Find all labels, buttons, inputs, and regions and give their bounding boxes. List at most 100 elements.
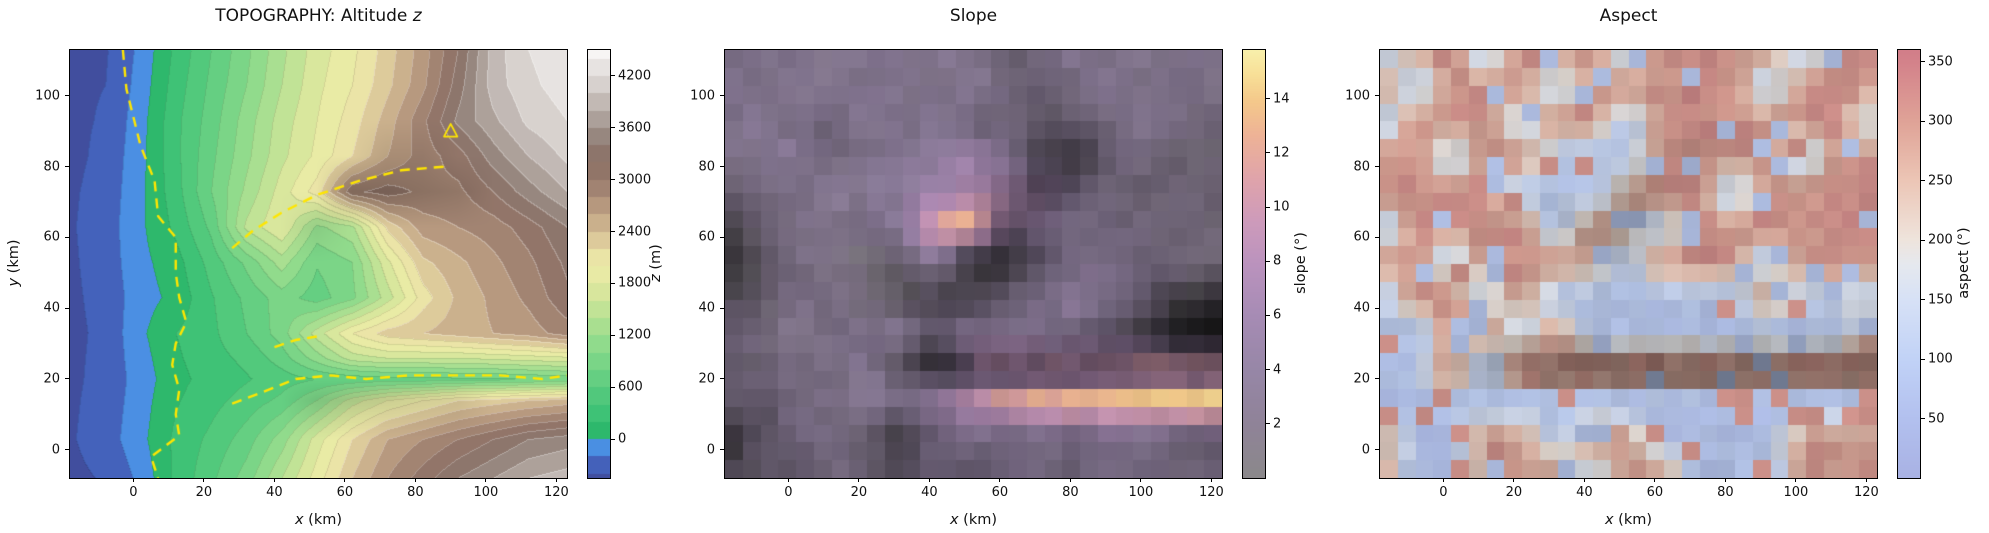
tick-label: 0: [51, 442, 60, 458]
tick-label: 0: [706, 442, 715, 458]
tick-mark: [787, 478, 789, 482]
tick-label: 50: [1928, 411, 1945, 427]
tick-mark: [1266, 423, 1270, 425]
tick-label: 0: [1361, 442, 1370, 458]
tick-mark: [1921, 120, 1925, 122]
tick-label: 100: [473, 485, 499, 500]
tick-label: 40: [266, 485, 283, 500]
tick-label: 4: [1273, 362, 1282, 378]
tick-mark: [1375, 378, 1379, 380]
tick-label: 40: [921, 485, 938, 500]
tick-mark: [1140, 478, 1142, 482]
tick-mark: [611, 334, 615, 336]
aspect-plot-area[interactable]: [1379, 49, 1878, 479]
aspect-colorbar-canvas: [1898, 50, 1920, 478]
tick-mark: [1266, 98, 1270, 100]
tick-mark: [928, 478, 930, 482]
tick-mark: [1921, 180, 1925, 182]
tick-mark: [203, 478, 205, 482]
aspect-map-canvas: [1380, 50, 1877, 478]
tick-mark: [1921, 61, 1925, 63]
tick-label: 80: [1353, 159, 1370, 175]
tick-label: 80: [1717, 485, 1734, 500]
tick-label: 60: [1646, 485, 1664, 500]
tick-mark: [344, 478, 346, 482]
tick-mark: [65, 449, 69, 451]
tick-label: 80: [43, 159, 60, 175]
tick-label: 80: [407, 485, 424, 500]
tick-mark: [65, 95, 69, 97]
tick-label: 100: [35, 88, 60, 104]
tick-mark: [611, 282, 615, 284]
tick-mark: [858, 478, 860, 482]
title-text: Aspect: [1599, 6, 1658, 26]
tick-mark: [132, 478, 134, 482]
tick-mark: [720, 378, 724, 380]
tick-mark: [611, 127, 615, 129]
tick-label: 100: [690, 88, 715, 104]
tick-mark: [1921, 299, 1925, 301]
tick-mark: [720, 166, 724, 168]
tick-label: 1200: [618, 327, 652, 343]
tick-mark: [611, 231, 615, 233]
x-axis-label: x (km): [294, 512, 343, 528]
colorbar-label: aspect (°): [1956, 227, 1972, 299]
topography-plot-area[interactable]: [69, 49, 568, 479]
tick-mark: [611, 75, 615, 77]
tick-mark: [1375, 307, 1379, 309]
tick-label: 100: [1128, 485, 1154, 500]
tick-label: 8: [1273, 253, 1282, 269]
slope-plot-area[interactable]: [724, 49, 1223, 479]
topography-map-canvas: [70, 50, 567, 478]
tick-label: 60: [1353, 229, 1370, 245]
tick-mark: [1921, 358, 1925, 360]
tick-label: 150: [1928, 292, 1953, 308]
title-text: Slope: [949, 6, 998, 26]
tick-label: 80: [1062, 485, 1079, 500]
tick-mark: [1375, 449, 1379, 451]
tick-mark: [999, 478, 1001, 482]
tick-label: 20: [1505, 485, 1523, 500]
tick-label: 12: [1273, 145, 1290, 161]
tick-mark: [1375, 236, 1379, 238]
tick-mark: [273, 478, 275, 482]
tick-mark: [1375, 166, 1379, 168]
altitude-colorbar-canvas: [588, 50, 610, 478]
panel-title: Slope: [725, 6, 1222, 26]
tick-mark: [1266, 260, 1270, 262]
tick-label: 4200: [618, 68, 652, 84]
tick-mark: [414, 478, 416, 482]
tick-label: 80: [698, 159, 715, 175]
tick-mark: [720, 307, 724, 309]
x-axis-label: x (km): [949, 512, 998, 528]
tick-mark: [720, 95, 724, 97]
tick-label: 40: [1353, 300, 1370, 316]
tick-label: 40: [43, 300, 60, 316]
tick-label: 100: [1345, 88, 1370, 104]
tick-mark: [65, 236, 69, 238]
tick-mark: [1921, 239, 1925, 241]
tick-mark: [611, 179, 615, 181]
tick-mark: [555, 478, 557, 482]
altitude-colorbar: [587, 49, 611, 479]
tick-label: 20: [850, 485, 868, 500]
tick-label: 40: [698, 300, 715, 316]
tick-label: 20: [43, 371, 60, 387]
y-axis-label: y (km): [6, 239, 22, 287]
tick-mark: [485, 478, 487, 482]
tick-label: 2400: [618, 224, 652, 240]
tick-label: 20: [698, 371, 715, 387]
tick-mark: [1069, 478, 1071, 482]
tick-mark: [1921, 418, 1925, 420]
tick-mark: [1266, 314, 1270, 316]
tick-label: 300: [1928, 113, 1953, 129]
tick-mark: [611, 438, 615, 440]
tick-label: 10: [1273, 199, 1290, 215]
tick-label: 60: [698, 229, 715, 245]
tick-label: 120: [544, 485, 569, 500]
slope-colorbar-canvas: [1243, 50, 1265, 478]
tick-mark: [65, 166, 69, 168]
